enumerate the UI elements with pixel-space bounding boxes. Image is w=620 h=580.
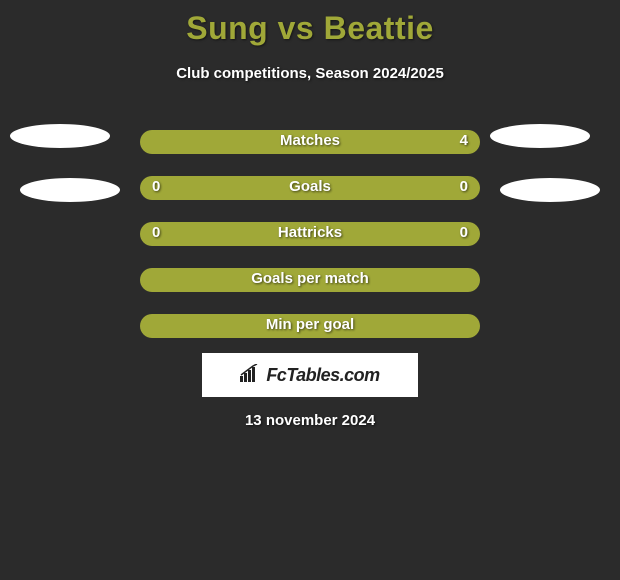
stat-rows: Matches 4 Goals 0 0 Hattricks 0 0 Goals per matc… <box>0 130 620 360</box>
stat-right-value: 0 <box>460 178 468 195</box>
stat-pill: Goals 0 0 <box>140 176 480 200</box>
stat-pill: Goals per match <box>140 268 480 292</box>
stat-row: Hattricks 0 0 <box>0 222 620 268</box>
subtitle: Club competitions, Season 2024/2025 <box>0 65 620 82</box>
decorative-ellipse <box>10 124 110 148</box>
stat-row: Goals per match <box>0 268 620 314</box>
stat-pill: Matches 4 <box>140 130 480 154</box>
decorative-ellipse <box>500 178 600 202</box>
stat-label: Hattricks <box>278 224 342 241</box>
stat-pill: Hattricks 0 0 <box>140 222 480 246</box>
stat-label: Matches <box>280 132 340 149</box>
decorative-ellipse <box>20 178 120 202</box>
stat-pill: Min per goal <box>140 314 480 338</box>
stat-left-value: 0 <box>152 224 160 241</box>
logo-text: FcTables.com <box>240 364 379 387</box>
stat-right-value: 0 <box>460 224 468 241</box>
decorative-ellipse <box>490 124 590 148</box>
bar-chart-icon <box>240 364 262 387</box>
logo-label: FcTables.com <box>266 365 379 386</box>
logo-box: FcTables.com <box>202 353 418 397</box>
page-title: Sung vs Beattie <box>0 0 620 47</box>
stat-label: Goals <box>289 178 331 195</box>
date-text: 13 november 2024 <box>245 412 375 429</box>
stats-card: Sung vs Beattie Club competitions, Seaso… <box>0 0 620 360</box>
stat-right-value: 4 <box>460 132 468 149</box>
stat-left-value: 0 <box>152 178 160 195</box>
stat-label: Min per goal <box>266 316 354 333</box>
stat-label: Goals per match <box>251 270 369 287</box>
